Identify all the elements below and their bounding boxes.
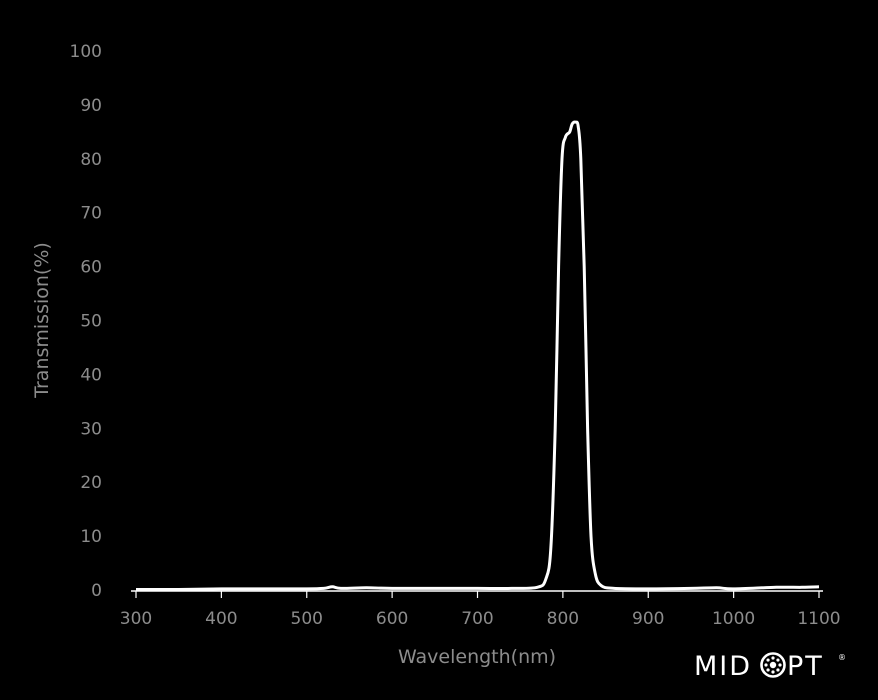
y-tick-label: 30 [80, 419, 102, 439]
y-axis-title: Transmission(%) [31, 242, 53, 399]
series-group [135, 120, 820, 592]
y-tick-label: 50 [80, 312, 102, 332]
logo-trademark: ® [838, 653, 846, 662]
y-tick-label: 40 [80, 365, 102, 385]
aperture-dot [766, 668, 770, 672]
aperture-dot [776, 658, 780, 662]
transmission-curve [135, 120, 820, 592]
y-tick-label: 90 [80, 96, 102, 116]
y-tick-label: 80 [80, 150, 102, 170]
x-tick-label: 600 [376, 609, 408, 629]
x-axis-title: Wavelength(nm) [398, 646, 556, 668]
midopt-logo: MID PT ® [694, 651, 846, 682]
aperture-dot [776, 668, 780, 672]
x-tick-label: 500 [291, 609, 323, 629]
x-tick-label: 400 [205, 609, 237, 629]
y-tick-label: 0 [91, 581, 102, 601]
lens-aperture-icon [760, 652, 786, 678]
logo-text-left: MID [694, 651, 752, 682]
x-axis-ticks: 300 400 500 600 700 800 900 1000 1100 [120, 591, 841, 629]
y-tick-label: 10 [80, 527, 102, 547]
logo-text-right: PT [787, 651, 824, 682]
y-axis-ticks: 0 10 20 30 40 50 60 70 80 90 100 [70, 42, 102, 601]
x-tick-label: 1000 [712, 609, 755, 629]
x-tick-label: 300 [120, 609, 152, 629]
aperture-dot [764, 663, 768, 667]
aperture-dot [771, 670, 775, 674]
y-tick-label: 70 [80, 204, 102, 224]
aperture-dot [771, 656, 775, 660]
x-tick-label: 700 [461, 609, 493, 629]
aperture-dot [766, 658, 770, 662]
aperture-dot [778, 663, 782, 667]
x-tick-label: 1100 [797, 609, 840, 629]
y-tick-label: 60 [80, 258, 102, 278]
y-tick-label: 20 [80, 473, 102, 493]
x-tick-label: 900 [632, 609, 664, 629]
y-tick-label: 100 [70, 42, 102, 62]
x-tick-label: 800 [547, 609, 579, 629]
